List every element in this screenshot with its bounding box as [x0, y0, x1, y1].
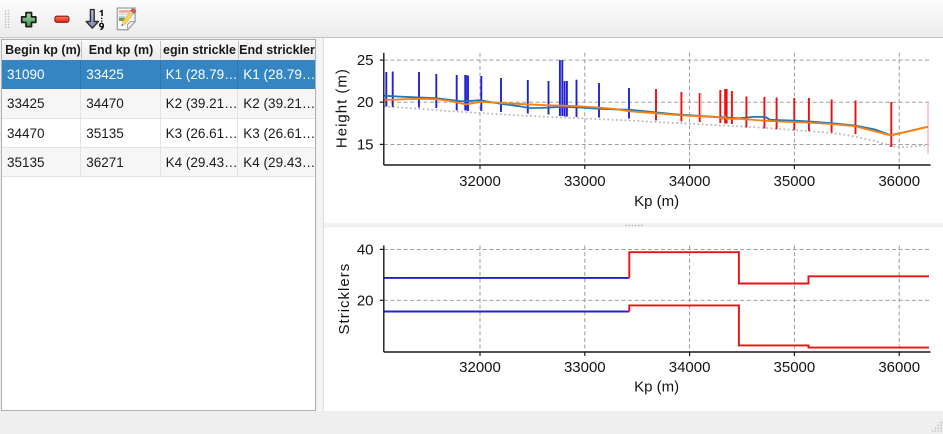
svg-text:Height (m): Height (m): [333, 68, 350, 148]
svg-text:Kp (m): Kp (m): [634, 193, 679, 210]
svg-text:15: 15: [357, 136, 374, 153]
svg-text:34000: 34000: [669, 359, 711, 376]
svg-text:35000: 35000: [774, 173, 816, 190]
svg-text:Kp (m): Kp (m): [634, 379, 679, 396]
svg-text:25: 25: [357, 52, 374, 69]
svg-text:34000: 34000: [669, 173, 711, 190]
svg-text:36000: 36000: [878, 359, 920, 376]
svg-text:36000: 36000: [878, 173, 920, 190]
svg-text:40: 40: [357, 241, 374, 258]
svg-text:33000: 33000: [564, 359, 606, 376]
svg-text:32000: 32000: [459, 359, 501, 376]
svg-text:32000: 32000: [459, 173, 501, 190]
svg-text:33000: 33000: [564, 173, 606, 190]
svg-text:35000: 35000: [774, 359, 816, 376]
svg-text:Stricklers: Stricklers: [336, 263, 353, 335]
svg-text:20: 20: [357, 94, 374, 111]
svg-text:20: 20: [357, 292, 374, 309]
